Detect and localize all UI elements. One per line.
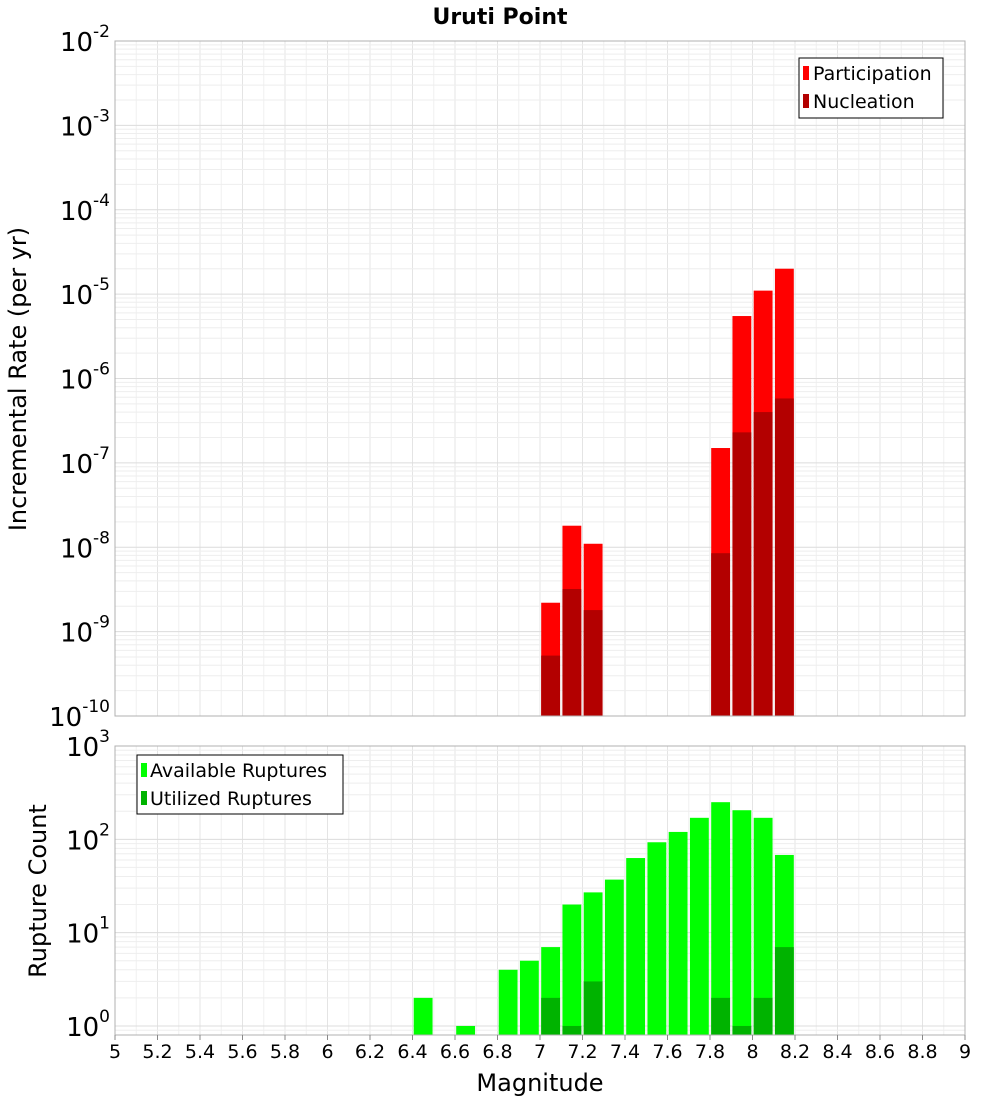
x-tick-label: 5	[109, 1041, 121, 1063]
x-tick-label: 7	[534, 1041, 546, 1063]
x-tick-label: 5.6	[227, 1041, 257, 1063]
x-tick-label: 8.4	[822, 1041, 852, 1063]
top-bar-nucleation	[562, 589, 582, 716]
legend-swatch-participation	[803, 66, 809, 80]
x-tick-label: 6.2	[355, 1041, 385, 1063]
bottom-bar-available-ruptures	[456, 1025, 476, 1035]
bottom-bar-utilized-ruptures	[753, 997, 773, 1035]
bottom-bar-utilized-ruptures	[541, 997, 561, 1035]
top-bar-nucleation	[753, 412, 773, 716]
bottom-y-axis-ticks: 100 101 102 103	[66, 727, 110, 1043]
x-tick-label: 6.8	[482, 1041, 512, 1063]
bottom-y-tick-label: 101	[66, 914, 110, 950]
bottom-bar-available-ruptures	[604, 879, 624, 1035]
legend-swatch-available	[141, 763, 147, 777]
x-tick-label: 8.8	[907, 1041, 937, 1063]
legend-swatch-nucleation	[803, 94, 809, 108]
top-y-tick-label: 10-3	[60, 106, 110, 142]
top-y-tick-label: 10-9	[60, 613, 110, 649]
top-y-tick-label: 10-7	[60, 444, 110, 480]
x-tick-label: 5.8	[270, 1041, 300, 1063]
x-tick-label: 7.2	[567, 1041, 597, 1063]
legend-label-participation: Participation	[813, 63, 932, 85]
bottom-y-axis-label: Rupture Count	[24, 804, 52, 978]
bottom-bar-available-ruptures	[519, 960, 539, 1035]
top-y-tick-label: 10-4	[60, 191, 110, 227]
bottom-bar-available-ruptures	[626, 858, 646, 1035]
bottom-bar-utilized-ruptures	[562, 1025, 582, 1035]
top-y-tick-label: 10-5	[60, 275, 110, 311]
top-plot-frame	[114, 40, 966, 717]
top-legend-box	[798, 57, 944, 119]
x-tick-label: 7.8	[695, 1041, 725, 1063]
legend-label-nucleation: Nucleation	[813, 91, 915, 113]
bottom-y-tick-label: 103	[66, 727, 110, 763]
top-y-axis-ticks: 10-10 10-9 10-8 10-7 10-6 10-5 10-4 10-3 10-2	[49, 22, 110, 733]
x-tick-label: 6.6	[440, 1041, 470, 1063]
bottom-bar-utilized-ruptures	[583, 981, 603, 1035]
legend-swatch-utilized	[141, 791, 147, 805]
top-bar-nucleation	[732, 432, 752, 716]
bottom-bar-available-ruptures	[413, 997, 433, 1035]
bottom-y-tick-label: 100	[66, 1007, 110, 1043]
top-legend: Participation Nucleation	[798, 57, 944, 119]
chart-title: Uruti Point	[432, 5, 568, 30]
bottom-bar-available-ruptures	[753, 817, 773, 1035]
bottom-bar-available-ruptures	[689, 817, 709, 1035]
top-bar-nucleation	[583, 610, 603, 716]
top-bar-nucleation	[774, 398, 794, 716]
top-y-tick-label: 10-10	[49, 697, 110, 733]
x-tick-label: 8.6	[865, 1041, 895, 1063]
x-tick-label: 8.2	[780, 1041, 810, 1063]
x-axis-ticks: 5 5.2 5.4 5.6 5.8 6 6.2 6.4 6.6 6.8 7 7.2 7.4 7.6 7.8 8…	[109, 1035, 971, 1063]
x-axis-label: Magnitude	[476, 1069, 603, 1097]
x-tick-label: 7.6	[652, 1041, 682, 1063]
bottom-bar-utilized-ruptures	[711, 997, 731, 1035]
x-tick-label: 6	[321, 1041, 333, 1063]
bottom-legend: Available Ruptures Utilized Ruptures	[136, 754, 344, 815]
bottom-bar-available-ruptures	[732, 810, 752, 1035]
x-tick-label: 8	[746, 1041, 758, 1063]
top-bar-nucleation	[711, 553, 731, 716]
bottom-bar-utilized-ruptures	[774, 947, 794, 1035]
x-tick-label: 7.4	[610, 1041, 640, 1063]
top-y-tick-label: 10-6	[60, 360, 110, 396]
bottom-legend-box	[136, 754, 344, 815]
bottom-bar-available-ruptures	[498, 969, 518, 1035]
bottom-bars	[413, 802, 794, 1035]
top-bar-nucleation	[541, 655, 561, 716]
top-y-axis-label: Incremental Rate (per yr)	[4, 227, 32, 531]
bottom-bar-available-ruptures	[668, 831, 688, 1035]
bottom-bar-utilized-ruptures	[732, 1025, 752, 1035]
bottom-bar-available-ruptures	[562, 904, 582, 1035]
bottom-y-tick-label: 102	[66, 820, 110, 856]
legend-label-available: Available Ruptures	[150, 760, 327, 782]
top-bars	[541, 268, 794, 716]
top-y-tick-label: 10-8	[60, 528, 110, 564]
x-tick-label: 5.2	[142, 1041, 172, 1063]
x-tick-label: 5.4	[185, 1041, 215, 1063]
legend-label-utilized: Utilized Ruptures	[150, 788, 312, 810]
x-tick-label: 9	[959, 1041, 971, 1063]
bottom-bar-available-ruptures	[711, 802, 731, 1035]
x-tick-label: 6.4	[397, 1041, 427, 1063]
top-grid	[114, 40, 966, 717]
bottom-bar-available-ruptures	[647, 842, 667, 1035]
top-y-tick-label: 10-2	[60, 22, 110, 58]
